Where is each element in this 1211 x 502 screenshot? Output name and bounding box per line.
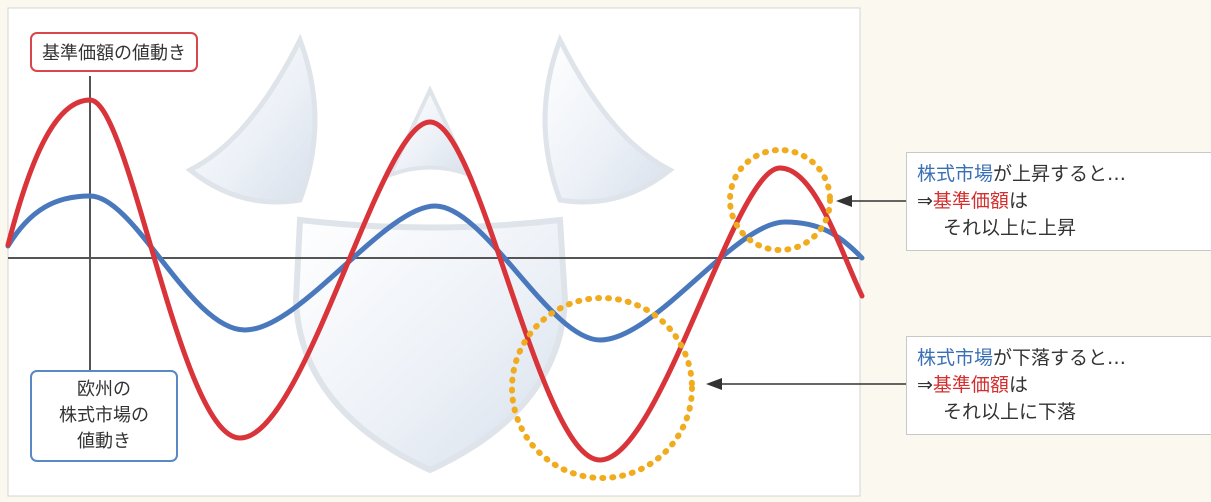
fall-subject: 株式市場: [917, 347, 994, 369]
fall-callout-line-1: 株式市場が下落すると…: [917, 345, 1209, 372]
nav-label-box: 基準価額の値動き: [30, 32, 198, 72]
rise-highlight-ring: [727, 147, 833, 253]
fall-arrow: [706, 378, 906, 390]
rise-nav-term: 基準価額: [932, 190, 1009, 212]
fall-particle: は: [1008, 374, 1028, 396]
rise-arrow: [836, 195, 906, 207]
fall-callout: 株式市場が下落すると… ⇒基準価額は それ以上に下落: [906, 336, 1211, 435]
fall-arrow-prefix: ⇒: [917, 374, 933, 396]
rise-subject: 株式市場: [917, 163, 994, 185]
fall-highlight-ring: [509, 295, 695, 481]
market-label-line-1: 欧州の: [77, 379, 131, 400]
rise-result: それ以上に上昇: [943, 217, 1077, 239]
fall-nav-term: 基準価額: [932, 374, 1009, 396]
rise-suffix: が上昇すると…: [993, 163, 1127, 185]
market-price-line: [5, 193, 865, 343]
rise-callout-line-2: ⇒基準価額は: [917, 188, 1209, 215]
rise-callout: 株式市場が上昇すると… ⇒基準価額は それ以上に上昇: [906, 152, 1211, 251]
nav-label: 基準価額の値動き: [42, 43, 186, 64]
shield-emblem-icon: [185, 33, 675, 474]
rise-arrow-prefix: ⇒: [917, 190, 933, 212]
market-label-box: 欧州の 株式市場の 値動き: [30, 370, 178, 462]
rise-particle: は: [1008, 190, 1028, 212]
fall-callout-line-2: ⇒基準価額は: [917, 372, 1209, 399]
nav-price-line: [5, 97, 865, 463]
fall-suffix: が下落すると…: [993, 347, 1127, 369]
market-label-line-3: 値動き: [77, 431, 131, 452]
fall-result: それ以上に下落: [943, 401, 1077, 423]
rise-callout-line-1: 株式市場が上昇すると…: [917, 161, 1209, 188]
market-label-line-2: 株式市場の: [59, 405, 149, 426]
